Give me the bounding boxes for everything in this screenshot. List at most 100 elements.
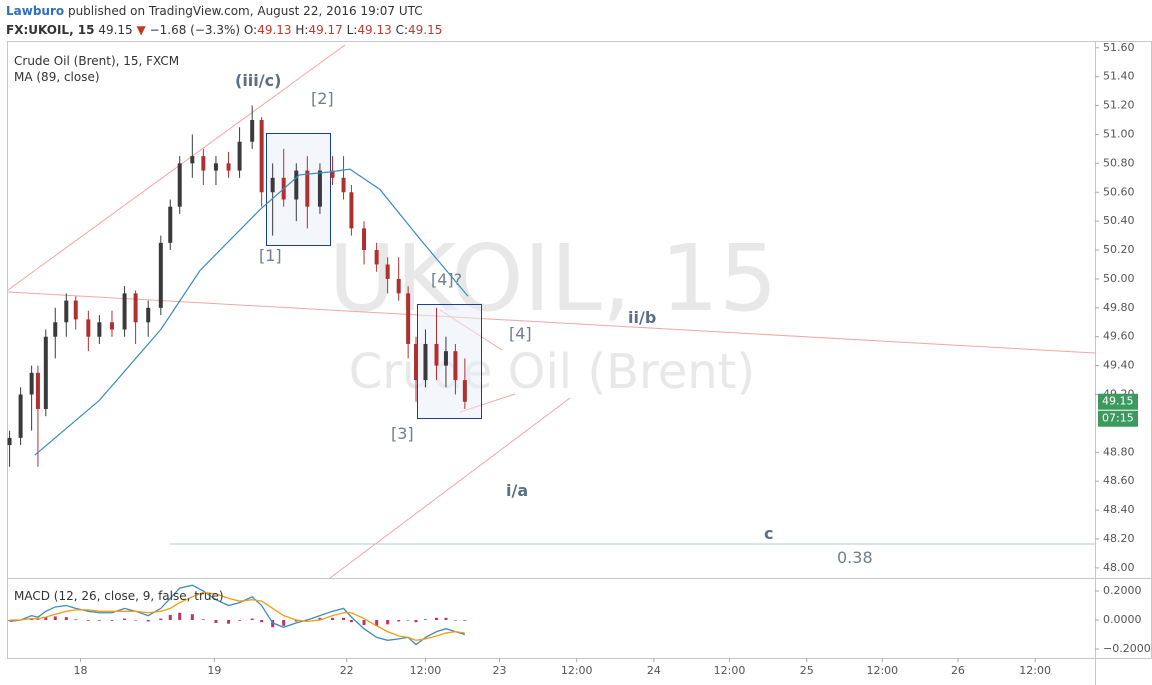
candle-body xyxy=(349,192,354,229)
x-tick-label: 12:00 xyxy=(714,664,746,677)
macd-histogram xyxy=(227,620,231,624)
macd-histogram xyxy=(318,617,322,621)
x-tick-label: 22 xyxy=(340,664,354,677)
annotation: [4] xyxy=(509,324,532,343)
trend-line xyxy=(329,397,571,579)
candle-body xyxy=(341,177,346,193)
last: 49.15 xyxy=(98,23,133,37)
change: −1.68 (−3.3%) xyxy=(149,23,241,37)
macd-histogram xyxy=(342,617,346,621)
macd-histogram xyxy=(271,620,275,628)
y-tick-label: 48.00 xyxy=(1103,561,1135,574)
candle-body xyxy=(270,177,275,193)
candle-body xyxy=(64,300,69,323)
trend-lines xyxy=(7,44,1096,579)
annotation: ii/b xyxy=(628,308,656,327)
candle-body xyxy=(29,372,34,395)
macd-histogram xyxy=(397,620,401,622)
macd-histogram xyxy=(453,620,457,621)
candle-body xyxy=(213,163,218,171)
macd-histogram xyxy=(362,620,366,626)
y-tick-label: 50.20 xyxy=(1103,243,1135,256)
macd-histogram xyxy=(30,618,34,621)
annotation: [2] xyxy=(311,89,334,108)
macd-histogram xyxy=(123,618,127,621)
candle-body xyxy=(406,293,411,344)
macd-histogram xyxy=(238,620,242,621)
countdown-box xyxy=(1098,410,1138,427)
y-tick-label: 50.40 xyxy=(1103,214,1135,227)
x-tick-label: 26 xyxy=(951,664,965,677)
annotation: (iii/c) xyxy=(235,71,281,90)
x-tick-label: 12:00 xyxy=(866,664,898,677)
candle-body xyxy=(146,307,151,323)
macd-histogram xyxy=(44,617,48,621)
x-tick-label: 12:00 xyxy=(561,664,593,677)
annotation: 0.38 xyxy=(837,548,873,567)
macd-histogram xyxy=(110,620,114,621)
candle-body xyxy=(43,336,48,409)
ohlc-value: 49.13 xyxy=(257,23,292,37)
annotation: i/a xyxy=(506,481,528,500)
candle-body xyxy=(168,206,173,243)
y-tick-label: 48.80 xyxy=(1103,445,1135,458)
candle-body xyxy=(177,163,182,207)
y-tick-label: 49.60 xyxy=(1103,330,1135,343)
candle-body xyxy=(443,351,448,366)
published: published on TradingView.com, August 22,… xyxy=(67,4,423,18)
y-tick-label: 51.20 xyxy=(1103,99,1135,112)
y-tick-label: 49.40 xyxy=(1103,359,1135,372)
y-tick-label: 50.00 xyxy=(1103,272,1135,285)
candle-body xyxy=(385,264,390,279)
y-tick-label: 51.00 xyxy=(1103,127,1135,140)
y-tick-label: 51.60 xyxy=(1103,41,1135,54)
annotation: [4]? xyxy=(431,270,462,289)
candle-body xyxy=(250,120,255,142)
candle-body xyxy=(122,293,127,330)
trend-line xyxy=(7,44,346,291)
macd-histogram xyxy=(250,618,254,621)
ohlc-label: H: xyxy=(295,23,309,37)
y-tick-label: −0.2000 xyxy=(1103,642,1151,655)
author[interactable]: Lawburo xyxy=(6,4,65,18)
candle-body xyxy=(374,250,379,265)
annotation: c xyxy=(764,524,773,543)
y-tick-label: 48.20 xyxy=(1103,532,1135,545)
y-tick-label: 51.40 xyxy=(1103,70,1135,83)
macd-histogram xyxy=(159,618,163,621)
last-price: 49.15 xyxy=(1102,395,1134,408)
y-tick-label: 49.80 xyxy=(1103,301,1135,314)
candle-body xyxy=(201,156,206,171)
macd-histogram xyxy=(414,620,418,623)
y-tick-label: 50.80 xyxy=(1103,156,1135,169)
last-price-box xyxy=(1098,393,1138,410)
macd-macd-line xyxy=(9,584,466,646)
macd-histogram xyxy=(331,617,335,621)
candle-body xyxy=(158,242,163,308)
macd-histogram xyxy=(349,620,353,623)
x-tick-label: 25 xyxy=(800,664,814,677)
box xyxy=(417,304,482,419)
y-tick-label: 0.0000 xyxy=(1103,613,1142,626)
header: Lawburo published on TradingView.com, Au… xyxy=(6,2,442,40)
y-tick-label: 48.60 xyxy=(1103,474,1135,487)
candle-body xyxy=(226,163,231,171)
macd-histogram xyxy=(434,617,438,621)
candle-body xyxy=(317,170,322,207)
x-tick-label: 19 xyxy=(207,664,221,677)
arrow: ▼ xyxy=(136,23,146,37)
x-tick-label: 12:00 xyxy=(410,664,442,677)
macd-histogram xyxy=(406,620,410,621)
header-line: FX:UKOIL, 15 49.15 ▼ −1.68 (−3.3%) O:49.… xyxy=(6,21,442,40)
candle-body xyxy=(423,343,428,381)
macd-histogram xyxy=(214,620,218,623)
candle-body xyxy=(133,293,138,323)
candle-body xyxy=(294,170,299,200)
x-tick-label: 12:00 xyxy=(1019,664,1051,677)
symbol: FX:UKOIL, 15 xyxy=(6,23,95,37)
macd-histogram xyxy=(282,620,286,626)
candle-body xyxy=(237,141,242,171)
legend-item: Crude Oil (Brent), 15, FXCM xyxy=(14,54,179,68)
candle-body xyxy=(35,372,40,409)
candle-body xyxy=(396,278,401,294)
